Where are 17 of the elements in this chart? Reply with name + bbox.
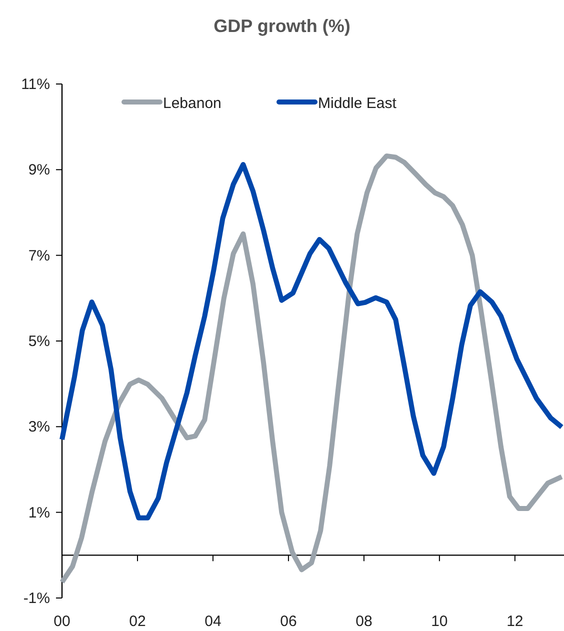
x-tick-label: 10 — [431, 613, 448, 630]
legend-label: Lebanon — [163, 95, 222, 112]
y-tick-label: 1% — [28, 504, 50, 522]
x-tick-label: 12 — [506, 613, 524, 630]
x-tick-label: 00 — [54, 613, 70, 630]
y-tick-label: 7% — [28, 247, 50, 264]
x-tick-label: 02 — [129, 613, 146, 630]
x-tick-label: 04 — [204, 613, 222, 630]
y-tick-label: 9% — [28, 162, 50, 179]
y-tick-label: 3% — [28, 418, 50, 436]
chart-title: GDP growth (%) — [214, 16, 350, 36]
x-tick-label: 08 — [356, 613, 372, 630]
x-tick-label: 06 — [280, 613, 297, 630]
y-tick-label: 11% — [21, 76, 50, 93]
legend-label: Middle East — [318, 95, 398, 112]
y-tick-label: 5% — [28, 333, 50, 350]
y-tick-label: -1% — [23, 590, 50, 607]
